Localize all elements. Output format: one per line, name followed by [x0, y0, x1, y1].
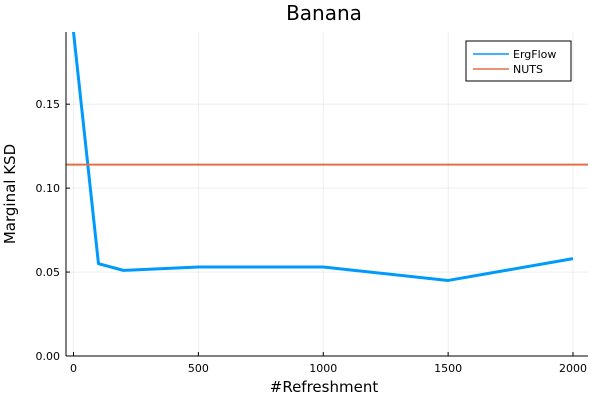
y-tick-label: 0.15 — [36, 98, 61, 111]
y-tick-label: 0.05 — [36, 266, 61, 279]
x-tick-label: 1000 — [309, 362, 337, 375]
series-lines — [66, 32, 588, 282]
series-line-ergflow — [72, 32, 574, 282]
x-tick-label: 500 — [188, 362, 209, 375]
x-tick-label: 0 — [70, 362, 77, 375]
x-tick-label: 2000 — [559, 362, 587, 375]
chart-title: Banana — [286, 1, 362, 25]
y-tick-label: 0.00 — [36, 350, 61, 363]
x-axis-title: #Refreshment — [270, 378, 379, 396]
legend-label-ergflow: ErgFlow — [513, 48, 556, 61]
legend-box — [465, 40, 572, 82]
y-axis-title: Marginal KSD — [1, 144, 19, 244]
x-tick-label: 1500 — [434, 362, 462, 375]
y-tick-label: 0.10 — [36, 182, 61, 195]
axes — [65, 32, 588, 357]
tick-labels: 0 500 1000 1500 2000 0.00 0.05 0.10 0.15 — [36, 98, 588, 375]
legend: ErgFlow NUTS — [465, 40, 572, 82]
legend-label-nuts: NUTS — [513, 63, 543, 76]
